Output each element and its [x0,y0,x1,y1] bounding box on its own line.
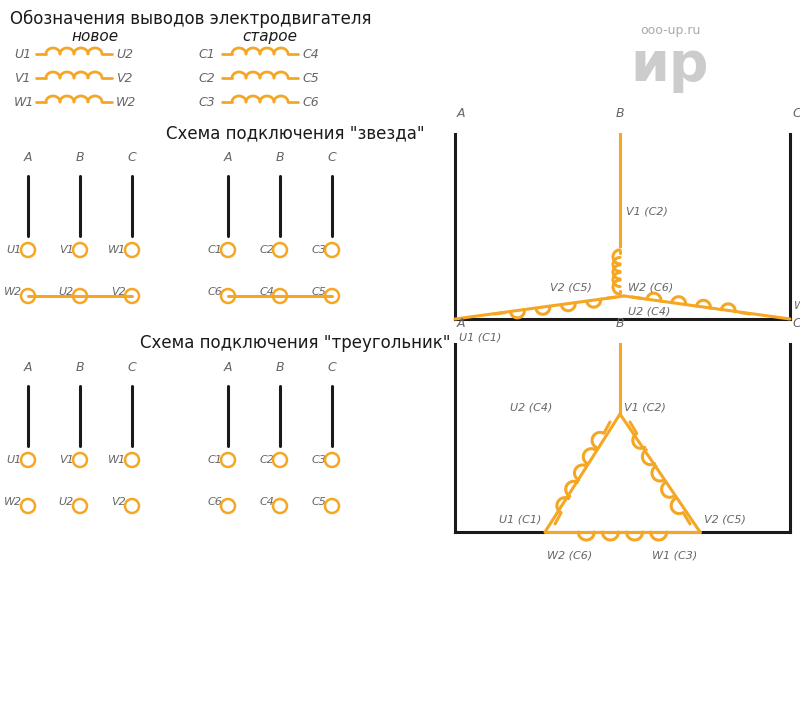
Text: U2 (C4): U2 (C4) [628,306,670,316]
Text: W1: W1 [108,245,126,255]
Text: C5: C5 [302,72,318,84]
Text: U1 (C1): U1 (C1) [459,333,502,343]
Text: C6: C6 [207,497,222,507]
Text: W2: W2 [116,96,136,108]
Text: C2: C2 [259,455,274,465]
Text: V1: V1 [59,245,74,255]
Text: C3: C3 [198,96,214,108]
Text: U2: U2 [58,497,74,507]
Text: U1: U1 [6,245,22,255]
Text: C4: C4 [259,287,274,297]
Text: B: B [276,151,284,164]
Text: Схема подключения "звезда": Схема подключения "звезда" [166,124,424,142]
Text: старое: старое [242,29,298,44]
Text: V2: V2 [111,287,126,297]
Text: V1 (C2): V1 (C2) [626,206,668,216]
Text: B: B [76,361,84,374]
Text: B: B [276,361,284,374]
Text: V2 (C5): V2 (C5) [550,282,592,292]
Text: B: B [76,151,84,164]
Text: C1: C1 [198,47,214,61]
Text: C: C [328,361,336,374]
Text: V1 (C2): V1 (C2) [624,403,666,413]
Text: ooo-up.ru: ooo-up.ru [640,24,700,37]
Text: C: C [128,151,136,164]
Text: A: A [24,151,32,164]
Text: U2: U2 [116,47,133,61]
Text: C5: C5 [311,497,326,507]
Text: W2 (C6): W2 (C6) [628,282,674,292]
Text: B: B [616,317,624,330]
Text: A: A [224,361,232,374]
Text: W1 (C3): W1 (C3) [652,550,698,560]
Text: новое: новое [71,29,118,44]
Text: A: A [457,107,466,120]
Text: W1: W1 [108,455,126,465]
Text: C3: C3 [311,245,326,255]
Text: W2 (C6): W2 (C6) [547,550,593,560]
Text: Обозначения выводов электродвигателя: Обозначения выводов электродвигателя [10,10,371,28]
Text: U1: U1 [6,455,22,465]
Text: U1 (C1): U1 (C1) [498,514,541,524]
Text: C: C [792,317,800,330]
Text: C6: C6 [207,287,222,297]
Text: C: C [328,151,336,164]
Text: C1: C1 [207,245,222,255]
Text: V1: V1 [14,72,30,84]
Text: C5: C5 [311,287,326,297]
Text: V1: V1 [59,455,74,465]
Text: W2: W2 [4,497,22,507]
Text: W1: W1 [14,96,34,108]
Text: C: C [128,361,136,374]
Text: C2: C2 [198,72,214,84]
Text: V2: V2 [116,72,133,84]
Text: C2: C2 [259,245,274,255]
Text: U2: U2 [58,287,74,297]
Text: W1 (C3): W1 (C3) [794,300,800,310]
Text: U2 (C4): U2 (C4) [510,403,552,413]
Text: C: C [792,107,800,120]
Text: C4: C4 [302,47,318,61]
Text: A: A [24,361,32,374]
Text: B: B [616,107,624,120]
Text: ир: ир [630,39,710,93]
Text: C1: C1 [207,455,222,465]
Text: C3: C3 [311,455,326,465]
Text: C4: C4 [259,497,274,507]
Text: V2: V2 [111,497,126,507]
Text: Схема подключения "треугольник": Схема подключения "треугольник" [140,334,450,352]
Text: V2 (C5): V2 (C5) [704,514,746,524]
Text: U1: U1 [14,47,31,61]
Text: A: A [457,317,466,330]
Text: W2: W2 [4,287,22,297]
Text: C6: C6 [302,96,318,108]
Text: A: A [224,151,232,164]
